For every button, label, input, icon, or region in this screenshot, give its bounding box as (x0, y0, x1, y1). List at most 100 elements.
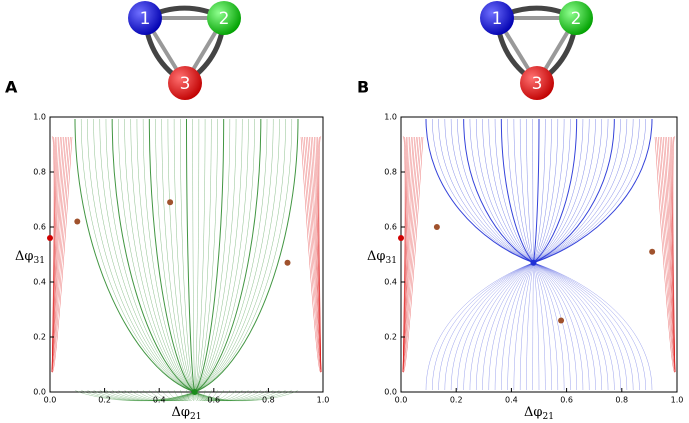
network-node (559, 1, 593, 35)
flow-line-red (663, 136, 676, 373)
flow-line (118, 118, 195, 393)
x-tick-label: 1.0 (671, 396, 684, 405)
x-tick-label: 0.2 (98, 396, 111, 405)
flow-line (533, 262, 546, 391)
flow-line (501, 262, 534, 391)
flow-line (105, 118, 195, 393)
y-tick-label: 0.6 (384, 223, 397, 232)
fixed-point (398, 235, 404, 241)
flow-line (194, 118, 243, 393)
flow-line (111, 389, 195, 402)
flow-line (469, 118, 534, 263)
fixed-point (284, 259, 291, 266)
flow-line (519, 118, 534, 263)
flow-line (142, 389, 195, 402)
flow-line (513, 262, 534, 391)
x-tick-label: 0.8 (262, 396, 275, 405)
flow-line (194, 389, 268, 402)
flow-line (463, 262, 534, 391)
flow-line (533, 118, 621, 263)
flow-line (533, 118, 559, 263)
flow-line (432, 262, 534, 391)
flow-line (488, 118, 534, 263)
network-icon: 1 2 3 (480, 1, 593, 100)
network-node-label: 1 (492, 9, 503, 29)
flow-line-red (402, 136, 419, 373)
flow-line (533, 262, 646, 391)
panel-label: B (357, 78, 369, 97)
y-tick-label: 0.2 (384, 333, 397, 342)
flow-line (526, 262, 534, 391)
flow-line (186, 118, 196, 393)
flow-line (533, 118, 546, 263)
flow-line (105, 389, 195, 402)
fixed-point (47, 235, 53, 241)
flow-line-red (51, 136, 73, 373)
flow-line (533, 262, 653, 391)
flow-line (507, 262, 534, 391)
flow-line (533, 262, 615, 391)
flow-line-red (402, 136, 417, 373)
flow-line (533, 262, 577, 391)
fixed-point (191, 389, 198, 395)
flow-line (533, 118, 634, 263)
flow-line-red (51, 136, 68, 373)
flow-line (130, 118, 195, 393)
flow-line (533, 262, 565, 391)
network-node-label: 1 (140, 9, 151, 29)
flow-line (533, 262, 590, 391)
y-axis-subscript: 31 (386, 256, 397, 266)
flow-line (194, 118, 268, 393)
flow-line (194, 118, 299, 393)
x-axis-label: Δφ21 (172, 405, 202, 420)
network-node-label: 2 (571, 9, 582, 29)
flow-line (533, 262, 603, 391)
flow-line (148, 118, 196, 393)
flow-line (425, 262, 534, 391)
flow-line (533, 262, 609, 391)
flow-line (482, 262, 534, 391)
x-axis-symbol: Δφ (172, 405, 191, 420)
y-tick-label: 0.0 (384, 388, 397, 397)
flow-line (142, 118, 195, 393)
flow-line (482, 118, 534, 263)
flow-line (167, 118, 195, 393)
flow-line (194, 118, 212, 393)
x-axis-label: Δφ21 (524, 405, 554, 420)
fixed-point (530, 259, 537, 266)
flow-line (130, 389, 195, 402)
network-node-label: 3 (532, 74, 543, 94)
flow-line-red (51, 136, 64, 373)
y-tick-label: 0.4 (384, 278, 397, 287)
flow-line (194, 389, 293, 401)
network-node (480, 1, 514, 35)
y-tick-label: 0.4 (33, 278, 46, 287)
flow-line-red (659, 136, 676, 373)
flow-line (194, 389, 255, 402)
flow-line (444, 262, 534, 391)
flow-line (194, 118, 225, 393)
x-tick-label: 0.6 (560, 396, 573, 405)
flow-line (194, 389, 206, 401)
y-tick-label: 0.0 (33, 388, 46, 397)
fixed-point (649, 248, 656, 255)
flow-line (526, 118, 534, 263)
flow-line (99, 389, 195, 401)
flow-line (425, 118, 534, 264)
flow-line-red (402, 136, 420, 373)
flow-line (99, 118, 195, 393)
flow-line (194, 118, 286, 393)
fixed-point (74, 218, 81, 225)
flow-line (532, 262, 534, 391)
flow-line (533, 118, 640, 263)
fixed-point (167, 199, 174, 206)
flow-line (194, 389, 249, 402)
flow-line (438, 118, 534, 263)
flow-line (513, 118, 534, 263)
flow-line (80, 389, 195, 402)
x-tick-label: 0.0 (44, 396, 57, 405)
x-tick-label: 0.2 (450, 396, 463, 405)
flow-line (194, 389, 212, 401)
y-axis-subscript: 31 (34, 256, 45, 266)
